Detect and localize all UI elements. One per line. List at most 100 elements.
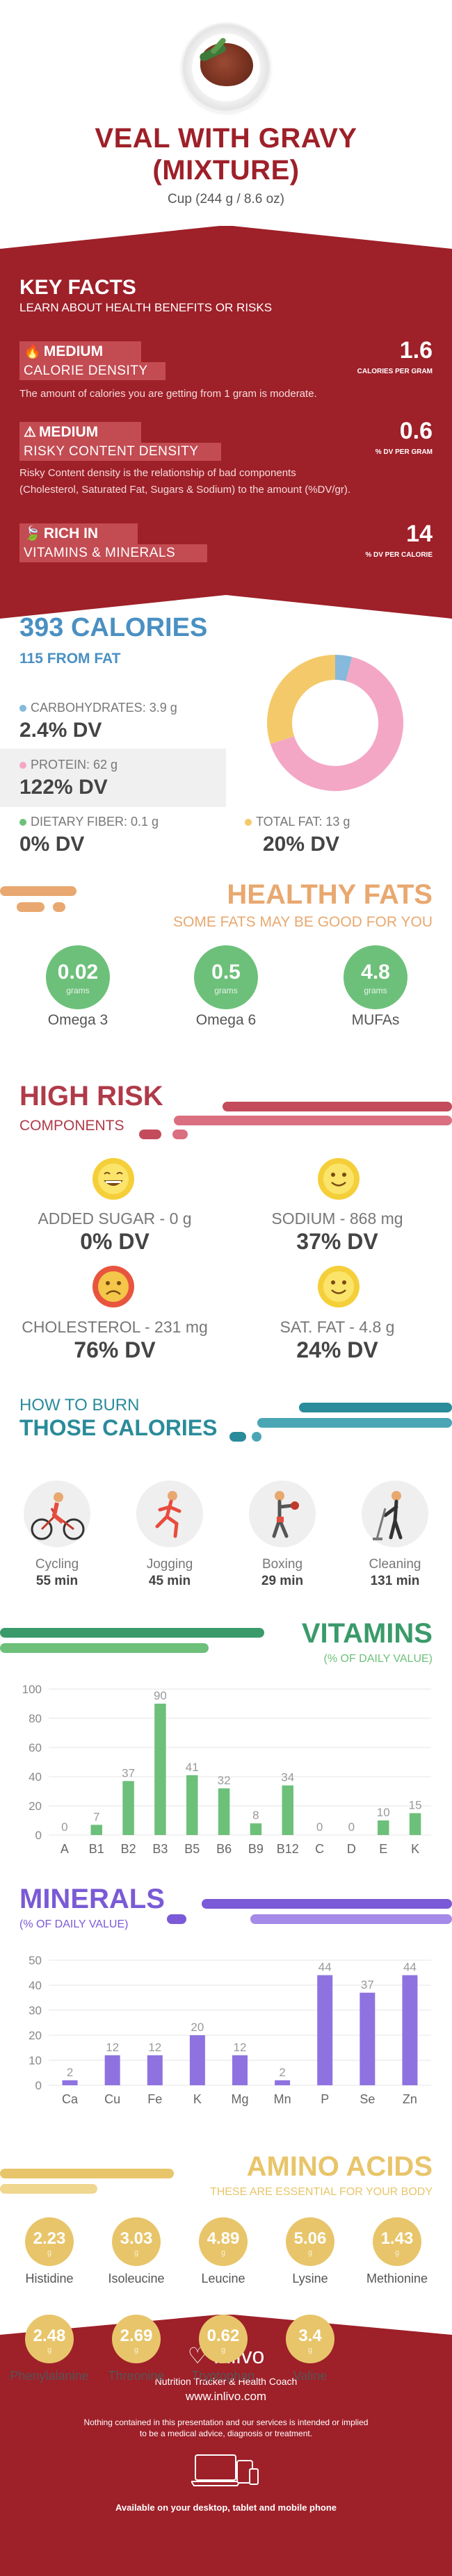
boxing-label: Boxing — [261, 1557, 303, 1572]
omega6-value: 0.5 — [211, 961, 241, 984]
amino-value: 4.89 — [207, 2229, 240, 2248]
calorie-density-level-text: MEDIUM — [43, 343, 104, 359]
amino-name: Threonine — [108, 2369, 165, 2383]
y-tick-label: 40 — [29, 1979, 42, 1992]
bar-B12 — [282, 1785, 293, 1835]
key-facts-subheading: LEARN ABOUT HEALTH BENEFITS OR RISKS — [19, 301, 273, 314]
sodium-label: SODIUM - 868 mg — [271, 1209, 403, 1228]
calorie-density-value: 1.6 — [399, 337, 433, 364]
sat-fat-dv: 24% DV — [296, 1337, 378, 1362]
protein-dv: 122% DV — [19, 776, 108, 799]
amino-circle-lysine: 5.06 g — [286, 2217, 334, 2266]
cycling-icon — [24, 1481, 90, 1547]
value-label: 37 — [361, 1978, 374, 1991]
decor-pill — [0, 886, 76, 896]
rich-in-label: VITAMINS & MINERALS — [19, 544, 207, 562]
minerals-title: MINERALS — [19, 1884, 165, 1914]
amino-name: Phenylalanine — [10, 2369, 89, 2383]
donut-slice-protein — [270, 657, 403, 791]
amino-value: 0.62 — [207, 2326, 240, 2345]
available-text: Available on your desktop, tablet and mo… — [115, 2502, 337, 2513]
x-tick-label: Zn — [403, 2092, 417, 2106]
bar-K — [189, 2035, 205, 2085]
amino-unit: g — [220, 2249, 226, 2257]
value-label: 34 — [281, 1771, 294, 1784]
cholesterol-dv: 76% DV — [74, 1337, 156, 1362]
donut-slice-fat — [267, 655, 336, 744]
happy-face-icon — [92, 1158, 134, 1200]
fat-dot-icon — [245, 819, 252, 826]
bar-B9 — [250, 1823, 262, 1835]
fiber-dv: 0% DV — [19, 833, 85, 856]
x-tick-label: Mg — [231, 2092, 248, 2106]
bar-B3 — [154, 1704, 166, 1835]
brand-url[interactable]: www.inlivo.com — [185, 2390, 267, 2403]
amino-name: Valine — [293, 2369, 328, 2383]
amino-name: Leucine — [201, 2272, 245, 2285]
value-label: 37 — [122, 1766, 135, 1779]
decor-pill — [299, 1403, 452, 1412]
burn-title-line1: HOW TO BURN — [19, 1396, 140, 1415]
mufa-unit: grams — [364, 986, 387, 995]
protein-highlight — [0, 749, 226, 807]
value-label: 0 — [61, 1820, 67, 1834]
omega6-label: Omega 6 — [195, 1012, 257, 1028]
amino-circle-phenylalanine: 2.48 g — [25, 2315, 74, 2363]
y-tick-label: 0 — [35, 1829, 42, 1842]
amino-value: 2.23 — [33, 2229, 66, 2248]
risky-content-desc-2: (Cholesterol, Saturated Fat, Sugars & So… — [19, 484, 351, 496]
carbs-label: CARBOHYDRATES: 3.9 g — [19, 701, 177, 715]
bar-Mg — [232, 2055, 248, 2085]
vitamins-subtitle: (% OF DAILY VALUE) — [323, 1653, 433, 1665]
rich-in-value: 14 — [406, 521, 433, 547]
risky-content-desc-1: Risky Content density is the relationshi… — [19, 467, 296, 479]
rich-in-unit: % DV PER CALORIE — [365, 551, 433, 559]
bar-B1 — [90, 1825, 102, 1835]
amino-unit: g — [220, 2346, 226, 2354]
x-tick-label: Mn — [274, 2092, 291, 2106]
value-label: 12 — [106, 2041, 119, 2054]
amino-unit: g — [134, 2249, 139, 2257]
smile-face-icon — [318, 1158, 360, 1200]
value-label: 7 — [93, 1810, 99, 1823]
amino-unit: g — [134, 2346, 139, 2354]
cleaning-icon — [362, 1481, 428, 1547]
warning-icon: ⚠ — [24, 425, 36, 440]
y-tick-label: 0 — [35, 2079, 42, 2092]
fiber-label-text: DIETARY FIBER: 0.1 g — [31, 815, 159, 829]
calories-from-fat: 115 FROM FAT — [19, 651, 121, 667]
bar-K — [409, 1813, 421, 1835]
y-tick-label: 10 — [29, 2054, 42, 2067]
calorie-density-desc: The amount of calories you are getting f… — [19, 388, 317, 400]
risky-content-unit: % DV PER GRAM — [375, 448, 433, 456]
jogging-label: Jogging — [146, 1557, 193, 1572]
sodium-dv: 37% DV — [296, 1229, 378, 1254]
x-tick-label: P — [321, 2092, 329, 2106]
fat-label-text: TOTAL FAT: 13 g — [256, 815, 350, 829]
bar-Ca — [62, 2080, 78, 2085]
value-label: 8 — [252, 1809, 259, 1822]
y-tick-label: 60 — [29, 1741, 42, 1754]
x-tick-label: C — [315, 1842, 324, 1856]
value-label: 90 — [154, 1689, 167, 1702]
y-tick-label: 20 — [29, 1800, 42, 1813]
disclaimer-line1: Nothing contained in this presentation a… — [83, 2418, 369, 2427]
jogging-minutes: 45 min — [148, 1574, 191, 1588]
protein-label: PROTEIN: 62 g — [19, 758, 118, 772]
amino-circle-isoleucine: 3.03 g — [112, 2217, 161, 2266]
amino-value: 2.48 — [33, 2326, 66, 2345]
value-label: 0 — [348, 1820, 355, 1834]
y-tick-label: 40 — [29, 1770, 42, 1784]
value-label: 0 — [316, 1820, 323, 1834]
amino-circle-methionine: 1.43 g — [373, 2217, 421, 2266]
carbs-dot-icon — [19, 705, 26, 712]
added-sugar-dv: 0% DV — [80, 1229, 150, 1254]
value-label: 12 — [234, 2041, 247, 2054]
amino-unit: g — [47, 2249, 52, 2257]
amino-title: AMINO ACIDS — [246, 2151, 433, 2182]
cleaning-minutes: 131 min — [370, 1574, 420, 1588]
jogging-icon — [136, 1481, 203, 1547]
amino-value: 1.43 — [380, 2229, 414, 2248]
decor-pill — [0, 2169, 174, 2178]
